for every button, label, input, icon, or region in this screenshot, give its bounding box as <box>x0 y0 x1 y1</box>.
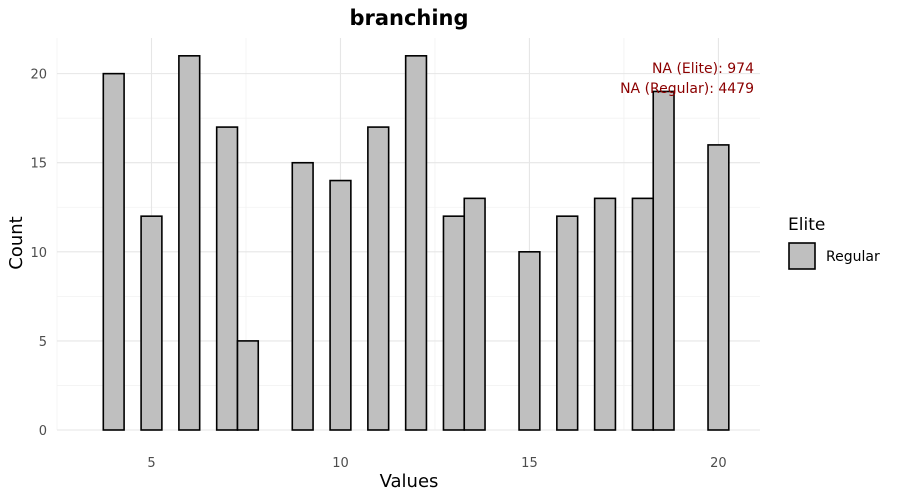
x-tick-label: 15 <box>521 456 538 471</box>
bar <box>631 197 655 431</box>
bar <box>102 72 125 431</box>
x-axis-title: Values <box>380 471 439 492</box>
y-tick-label: 5 <box>39 335 47 350</box>
bar <box>442 215 466 431</box>
bar <box>518 251 541 431</box>
legend: Elite Regular <box>788 215 880 270</box>
y-axis-title: Count <box>6 216 27 269</box>
bar <box>652 90 675 431</box>
bar <box>329 179 352 431</box>
bar <box>178 55 201 431</box>
bar <box>556 215 579 431</box>
legend-label-regular: Regular <box>826 249 880 265</box>
bar <box>236 340 260 431</box>
bar <box>215 126 239 431</box>
y-tick-label: 10 <box>30 246 47 261</box>
bar <box>463 197 486 431</box>
x-tick-label: 5 <box>147 456 155 471</box>
tick-labels: 5 10 15 20 0 5 10 15 20 <box>30 68 726 471</box>
bar <box>140 215 163 431</box>
bar <box>367 126 390 431</box>
bars <box>102 55 730 431</box>
bar <box>404 55 428 431</box>
y-tick-label: 0 <box>39 424 47 439</box>
annotation-na-regular: NA (Regular): 4479 <box>620 81 754 97</box>
legend-key-regular <box>788 242 816 270</box>
chart-title: branching <box>349 6 468 30</box>
bar <box>707 144 730 431</box>
bar <box>593 197 617 431</box>
annotation-na-elite: NA (Elite): 974 <box>652 61 754 77</box>
legend-title: Elite <box>788 215 825 235</box>
y-tick-label: 15 <box>30 157 47 172</box>
y-tick-label: 20 <box>30 68 47 83</box>
x-tick-label: 20 <box>710 456 727 471</box>
x-tick-label: 10 <box>332 456 349 471</box>
bar <box>291 161 314 431</box>
